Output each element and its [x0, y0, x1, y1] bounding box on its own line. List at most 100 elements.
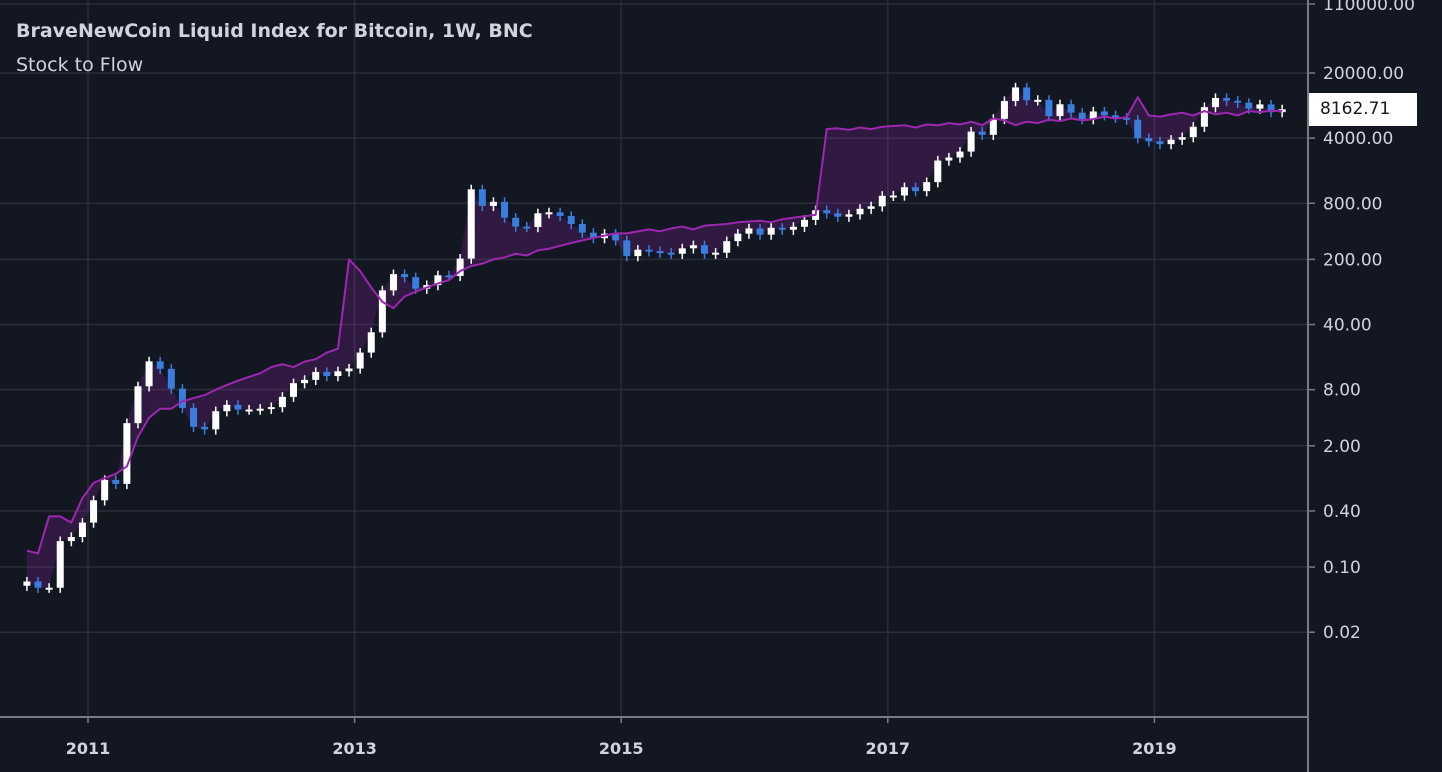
candle: [1245, 102, 1253, 109]
x-tick-label: 2013: [332, 739, 377, 758]
candle: [323, 371, 331, 377]
candle: [645, 249, 653, 252]
stock-to-flow-fill: [26, 87, 1283, 588]
candle: [889, 195, 897, 198]
candle: [745, 228, 753, 234]
x-tick-label: 2017: [866, 739, 911, 758]
candle: [823, 210, 831, 214]
candle: [367, 332, 375, 353]
candle: [656, 251, 664, 254]
candle: [1167, 139, 1175, 145]
y-tick-label: 0.40: [1323, 502, 1361, 522]
candle: [900, 187, 908, 196]
candle: [345, 368, 353, 372]
candle: [856, 208, 864, 215]
candle: [90, 500, 98, 523]
candle: [678, 248, 686, 254]
stock-to-flow-series: [26, 96, 1283, 555]
candle: [467, 189, 475, 259]
candle: [756, 228, 764, 235]
candle: [223, 404, 231, 412]
candle: [145, 361, 153, 387]
candle: [878, 195, 886, 207]
candle: [923, 182, 931, 192]
candle: [612, 233, 620, 241]
candle: [434, 275, 442, 286]
candle: [1256, 104, 1264, 109]
candle: [478, 189, 486, 206]
candle: [256, 408, 264, 411]
x-tick-label: 2019: [1132, 739, 1177, 758]
y-tick-label: 110000.00: [1323, 0, 1415, 15]
candle: [578, 223, 586, 233]
candle: [523, 226, 531, 229]
candle: [1000, 101, 1008, 119]
candle: [845, 214, 853, 217]
candle: [278, 396, 286, 408]
y-tick-label: 40.00: [1323, 316, 1372, 336]
candle: [501, 201, 509, 218]
candle: [1211, 97, 1219, 108]
candle: [1234, 100, 1242, 103]
last-price-label: 8162.71: [1309, 93, 1417, 126]
x-tick-label: 2011: [66, 739, 111, 758]
candle: [301, 379, 309, 384]
candle: [178, 388, 186, 408]
grid: [0, 0, 1308, 717]
candle: [667, 252, 675, 255]
candle: [234, 404, 242, 410]
candle: [956, 151, 964, 158]
candle: [134, 386, 142, 424]
candle: [1200, 107, 1208, 127]
candle: [1145, 138, 1153, 142]
candle: [912, 187, 920, 192]
candle: [1023, 87, 1031, 101]
candle: [1100, 111, 1108, 116]
candle: [623, 240, 631, 257]
candle: [1178, 137, 1186, 140]
x-tick-label: 2015: [599, 739, 644, 758]
candle: [712, 252, 720, 255]
candle: [1034, 99, 1042, 102]
candles: [23, 82, 1286, 593]
candle: [212, 411, 220, 430]
candle: [1089, 111, 1097, 120]
candle: [512, 217, 520, 227]
candle: [101, 479, 109, 501]
candle: [112, 479, 120, 484]
candle: [456, 258, 464, 276]
candle: [1067, 104, 1075, 113]
chart-title: BraveNewCoin Liquid Index for Bitcoin, 1…: [16, 20, 533, 42]
candle: [267, 407, 275, 410]
candle: [78, 522, 86, 538]
candle: [334, 371, 342, 377]
candle: [767, 227, 775, 235]
candle: [1223, 97, 1231, 101]
candle: [123, 423, 131, 484]
fill-area: [26, 87, 1283, 588]
candle: [834, 213, 842, 217]
y-tick-label: 800.00: [1323, 194, 1382, 214]
candle: [800, 219, 808, 227]
candle: [412, 277, 420, 289]
candle: [389, 274, 397, 291]
candle: [489, 201, 497, 206]
candle: [1156, 141, 1164, 145]
candle: [1012, 87, 1020, 102]
candle: [967, 131, 975, 152]
candle: [945, 157, 953, 161]
candle: [789, 226, 797, 230]
y-tick-label: 8.00: [1323, 381, 1361, 401]
candle: [556, 212, 564, 216]
candle: [723, 241, 731, 253]
candle: [701, 245, 709, 254]
candle: [356, 352, 364, 369]
candle: [290, 383, 298, 397]
candle: [23, 581, 31, 586]
y-tick-label: 200.00: [1323, 250, 1382, 270]
candle: [1078, 112, 1086, 120]
indicator-legend-stock-to-flow: Stock to Flow: [16, 54, 144, 76]
candle: [1112, 115, 1120, 118]
